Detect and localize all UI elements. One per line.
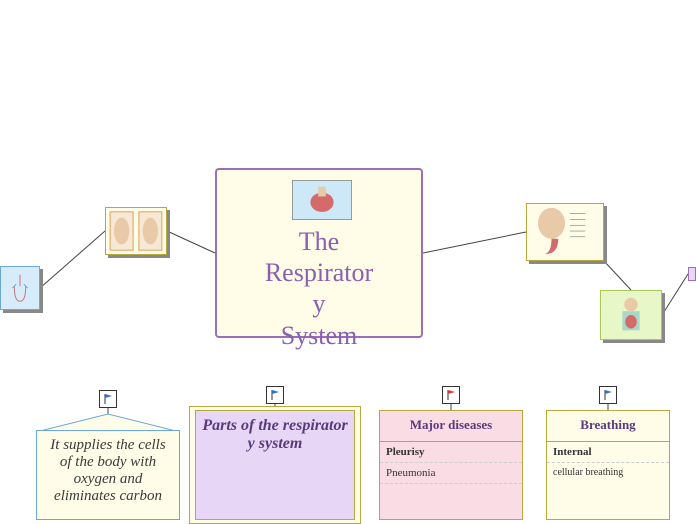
panel-item: Internal	[553, 446, 663, 458]
panel-title-parts: Parts of the respirator y system	[196, 411, 354, 459]
panel-item: Pneumonia	[386, 467, 516, 479]
panel-title-diseases: Major diseases	[380, 411, 522, 439]
side-node-left-big	[105, 207, 167, 255]
flag-icon-parts	[266, 386, 284, 404]
panel-parts: Parts of the respirator y system	[195, 410, 355, 520]
side-node-right-big	[526, 203, 604, 261]
side-node-far-right	[688, 267, 696, 281]
panel-item: Pleurisy	[386, 446, 516, 458]
panel-breathing: Breathing Internal cellular breathing	[546, 410, 670, 520]
side-node-right-small	[600, 290, 662, 340]
flag-icon-breathing	[599, 386, 617, 404]
panel-text-supply: It supplies the cells of the body with o…	[37, 431, 179, 511]
side-node-left-small	[0, 266, 40, 310]
panel-title-breathing: Breathing	[547, 411, 669, 439]
center-node: TheRespiratorySystem	[215, 168, 423, 338]
center-title: TheRespiratorySystem	[217, 226, 421, 351]
center-thumb-image	[292, 180, 352, 220]
panel-item: cellular breathing	[553, 467, 663, 478]
flag-icon-supply	[99, 390, 117, 408]
flag-icon-diseases	[442, 386, 460, 404]
panel-diseases: Major diseases Pleurisy Pneumonia	[379, 410, 523, 520]
panel-supply: It supplies the cells of the body with o…	[36, 430, 180, 520]
